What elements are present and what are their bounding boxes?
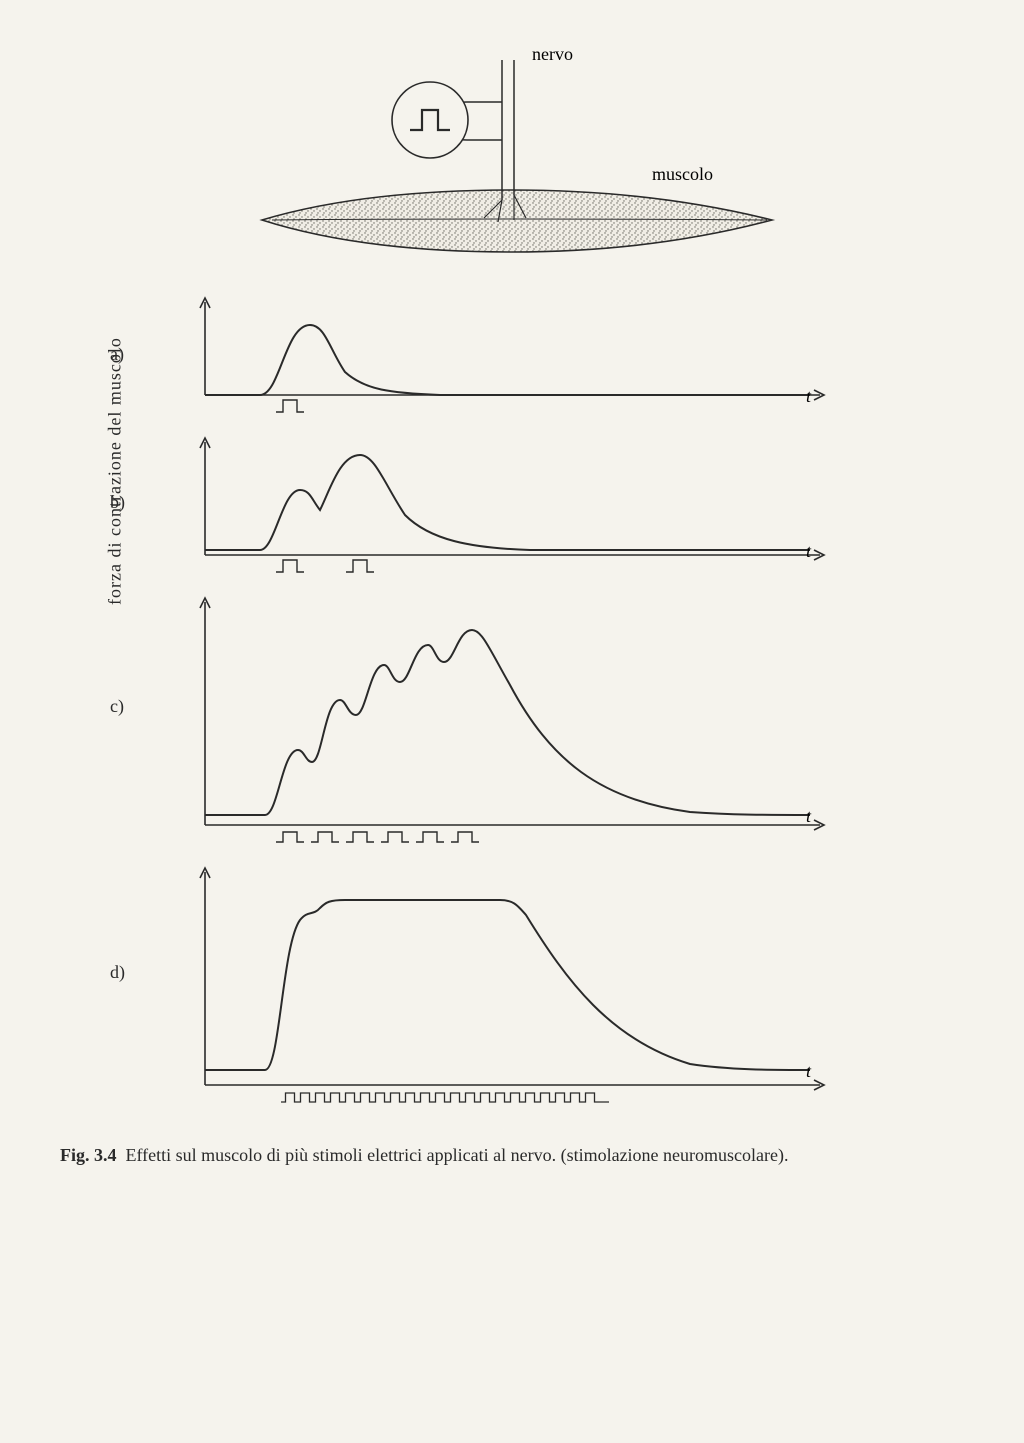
stimulator-circle <box>392 82 468 158</box>
figure-caption-text: Effetti sul muscolo di più stimoli elett… <box>126 1145 789 1165</box>
figure-number: Fig. 3.4 <box>60 1145 117 1165</box>
panel-b: b) t <box>170 430 964 584</box>
muscle-shape <box>262 190 772 252</box>
t-label: t <box>806 386 812 406</box>
response-curve <box>205 630 810 815</box>
panels: a) t b) t c) t d) <box>60 290 964 1114</box>
figure: nervo muscolo forza di contrazione del m… <box>60 40 964 1169</box>
stimulus-pulse <box>416 832 444 842</box>
stimulus-pulse <box>346 832 374 842</box>
stimulus-pulse <box>276 832 304 842</box>
t-label: t <box>806 806 812 826</box>
response-curve <box>205 325 810 395</box>
stimulus-pulse <box>381 832 409 842</box>
panel-label-a: a) <box>110 344 124 365</box>
nerve-label: nervo <box>532 44 573 64</box>
stimulus-pulse-train <box>281 1093 609 1102</box>
panel-svg-b: t <box>170 430 850 584</box>
stimulus-pulse <box>451 832 479 842</box>
stimulus-pulse <box>276 560 304 572</box>
response-curve <box>205 455 810 550</box>
nerve-muscle-diagram: nervo muscolo <box>60 40 964 270</box>
stimulus-pulse <box>346 560 374 572</box>
muscle-label: muscolo <box>652 164 713 184</box>
t-label: t <box>806 1061 812 1081</box>
panel-a: a) t <box>170 290 964 424</box>
panel-d: d) t <box>170 860 964 1114</box>
panel-label-d: d) <box>110 962 125 983</box>
panel-c: c) t <box>170 590 964 854</box>
panel-label-c: c) <box>110 696 124 717</box>
y-axis-label: forza di contrazione del muscolo <box>105 337 126 605</box>
panel-svg-a: t <box>170 290 850 424</box>
panel-svg-c: t <box>170 590 850 854</box>
stimulus-pulse <box>311 832 339 842</box>
response-curve <box>205 900 810 1070</box>
stimulus-pulse <box>276 400 304 412</box>
t-label: t <box>806 541 812 561</box>
panel-label-b: b) <box>110 492 125 513</box>
nerve-muscle-svg: nervo muscolo <box>232 40 792 270</box>
panel-svg-d: t <box>170 860 850 1114</box>
figure-caption: Fig. 3.4 Effetti sul muscolo di più stim… <box>60 1142 964 1169</box>
